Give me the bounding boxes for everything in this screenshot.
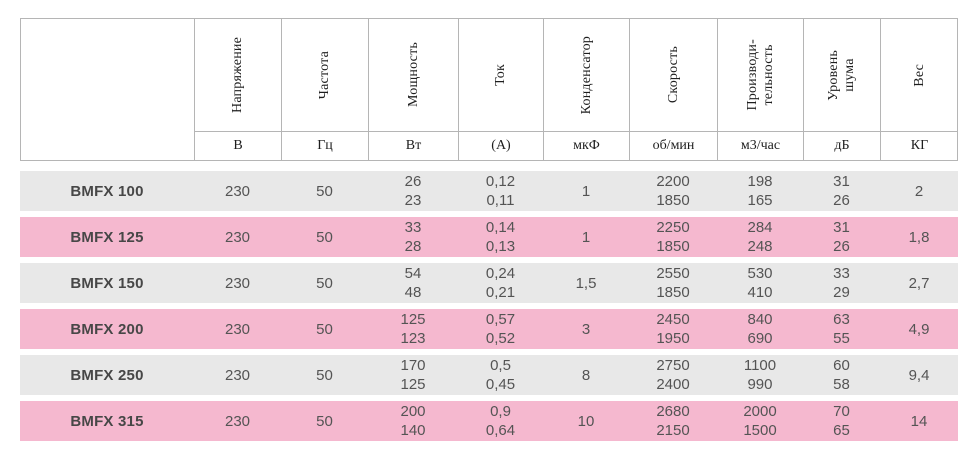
unit-cell-current: (А) [458,131,543,160]
table-row: BMFX 250 230 50 170 125 0,5 0,45 8 2750 … [20,355,958,395]
table-cell: 230 [224,228,251,246]
table-cell: 2250 1850 [656,219,690,255]
header-label: Производи- тельность [744,39,776,111]
table-cell: 60 58 [833,357,850,393]
table-cell: 200 140 [400,403,426,439]
header-cell-model [21,19,194,160]
header-cell-noise: Уровень шума [803,19,880,131]
header-cell-weight: Вес [880,19,958,131]
unit-cell-voltage: В [194,131,281,160]
table-cell: 0,5 0,45 [485,357,516,393]
header-label: Частота [317,50,332,100]
table-cell: 50 [316,320,333,338]
model-name: BMFX 200 [70,320,144,338]
table-cell: 2680 2150 [656,403,690,439]
unit-cell-speed: об/мин [629,131,717,160]
header-label: Мощность [405,42,421,108]
header-label: Ток [493,64,508,86]
header-cell-current: Ток [458,19,543,131]
table-cell: 2 [914,182,924,200]
header-label: Конденсатор [578,35,594,115]
table-row: BMFX 200 230 50 125 123 0,57 0,52 3 2450… [20,309,958,349]
table-cell: 2450 1950 [656,311,690,347]
table-cell: 50 [316,366,333,384]
model-name: BMFX 315 [70,412,144,430]
table-cell: 0,14 0,13 [485,219,516,255]
unit-cell-frequency: Гц [281,131,368,160]
table-cell: 840 690 [747,311,773,347]
header-cell-airflow: Производи- тельность [717,19,803,131]
table-cell: 0,9 0,64 [485,403,516,439]
model-name: BMFX 125 [70,228,144,246]
table-cell: 230 [224,182,251,200]
table-cell: 9,4 [908,366,930,384]
header-cell-voltage: Напряжение [194,19,281,131]
table-cell: 230 [224,412,251,430]
header-label: Скорость [665,46,681,104]
table-cell: 1 [581,182,591,200]
table-cell: 50 [316,182,333,200]
model-name: BMFX 150 [70,274,144,292]
unit-cell-capacitor: мкФ [543,131,629,160]
table-row: BMFX 315 230 50 200 140 0,9 0,64 10 2680… [20,401,958,441]
table-cell: 230 [224,320,251,338]
table-body: BMFX 100 230 50 26 23 0,12 0,11 1 2200 1… [20,171,958,447]
table-cell: 33 29 [833,265,850,301]
table-cell: 10 [577,412,595,430]
table-cell: 1,8 [908,228,930,246]
table-cell: 2,7 [908,274,930,292]
model-name: BMFX 100 [70,182,144,200]
header-label: Напряжение [230,37,245,113]
table-cell: 26 23 [404,173,422,209]
table-cell: 1 [581,228,591,246]
table-cell: 198 165 [747,173,773,209]
table-cell: 14 [910,412,928,430]
table-cell: 0,57 0,52 [485,311,516,347]
unit-cell-power: Вт [368,131,458,160]
table-cell: 230 [224,274,251,292]
table-cell: 54 48 [404,265,422,301]
table-cell: 1100 990 [743,357,777,393]
table-header: Напряжение Частота Мощность Ток Конденса… [20,18,958,161]
header-label: Уровень шума [826,49,857,101]
header-cell-speed: Скорость [629,19,717,131]
table-cell: 8 [581,366,591,384]
model-name: BMFX 250 [70,366,144,384]
table-cell: 530 410 [747,265,773,301]
table-cell: 31 26 [833,173,850,209]
table-cell: 63 55 [833,311,850,347]
table-cell: 170 125 [400,357,426,393]
header-cell-capacitor: Конденсатор [543,19,629,131]
table-cell: 2200 1850 [656,173,690,209]
table-cell: 0,24 0,21 [485,265,516,301]
table-cell: 0,12 0,11 [485,173,516,209]
table-cell: 4,9 [908,320,930,338]
table-cell: 2000 1500 [743,403,777,439]
header-cell-power: Мощность [368,19,458,131]
header-label: Вес [911,63,927,87]
table-row: BMFX 150 230 50 54 48 0,24 0,21 1,5 2550… [20,263,958,303]
unit-cell-weight: КГ [880,131,958,160]
unit-cell-airflow: м3/час [717,131,803,160]
header-cell-frequency: Частота [281,19,368,131]
table-cell: 50 [316,274,333,292]
unit-cell-noise: дБ [803,131,880,160]
table-cell: 31 26 [833,219,850,255]
table-row: BMFX 100 230 50 26 23 0,12 0,11 1 2200 1… [20,171,958,211]
table-cell: 3 [581,320,591,338]
table-cell: 50 [316,412,333,430]
table-cell: 2750 2400 [656,357,690,393]
table-cell: 1,5 [575,274,597,292]
table-cell: 125 123 [400,311,426,347]
table-cell: 50 [316,228,333,246]
table-cell: 230 [224,366,251,384]
table-cell: 33 28 [404,219,422,255]
table-cell: 70 65 [833,403,850,439]
table-cell: 2550 1850 [656,265,690,301]
table-row: BMFX 125 230 50 33 28 0,14 0,13 1 2250 1… [20,217,958,257]
table-cell: 284 248 [747,219,773,255]
